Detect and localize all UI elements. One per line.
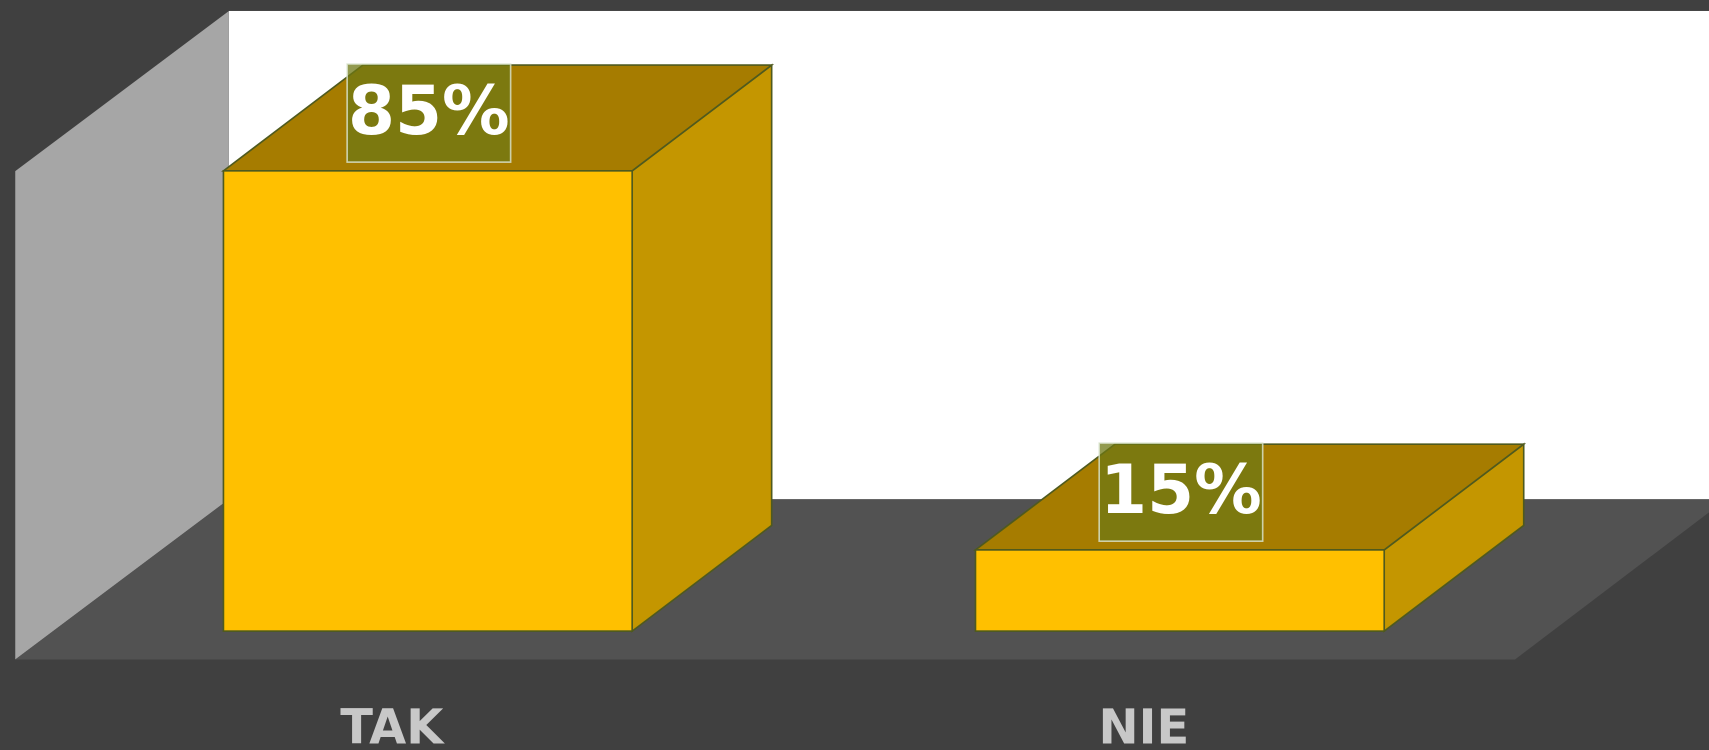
bar [974, 549, 1386, 632]
side-wall [15, 10, 229, 660]
value-label: 15% [1100, 450, 1262, 529]
bar [222, 170, 633, 632]
value-label-box [346, 63, 512, 163]
value-label-box [1098, 442, 1264, 543]
x-tick-label: TAK [340, 699, 445, 750]
x-tick-label: NIE [1099, 699, 1190, 750]
value-label: 85% [348, 71, 510, 150]
